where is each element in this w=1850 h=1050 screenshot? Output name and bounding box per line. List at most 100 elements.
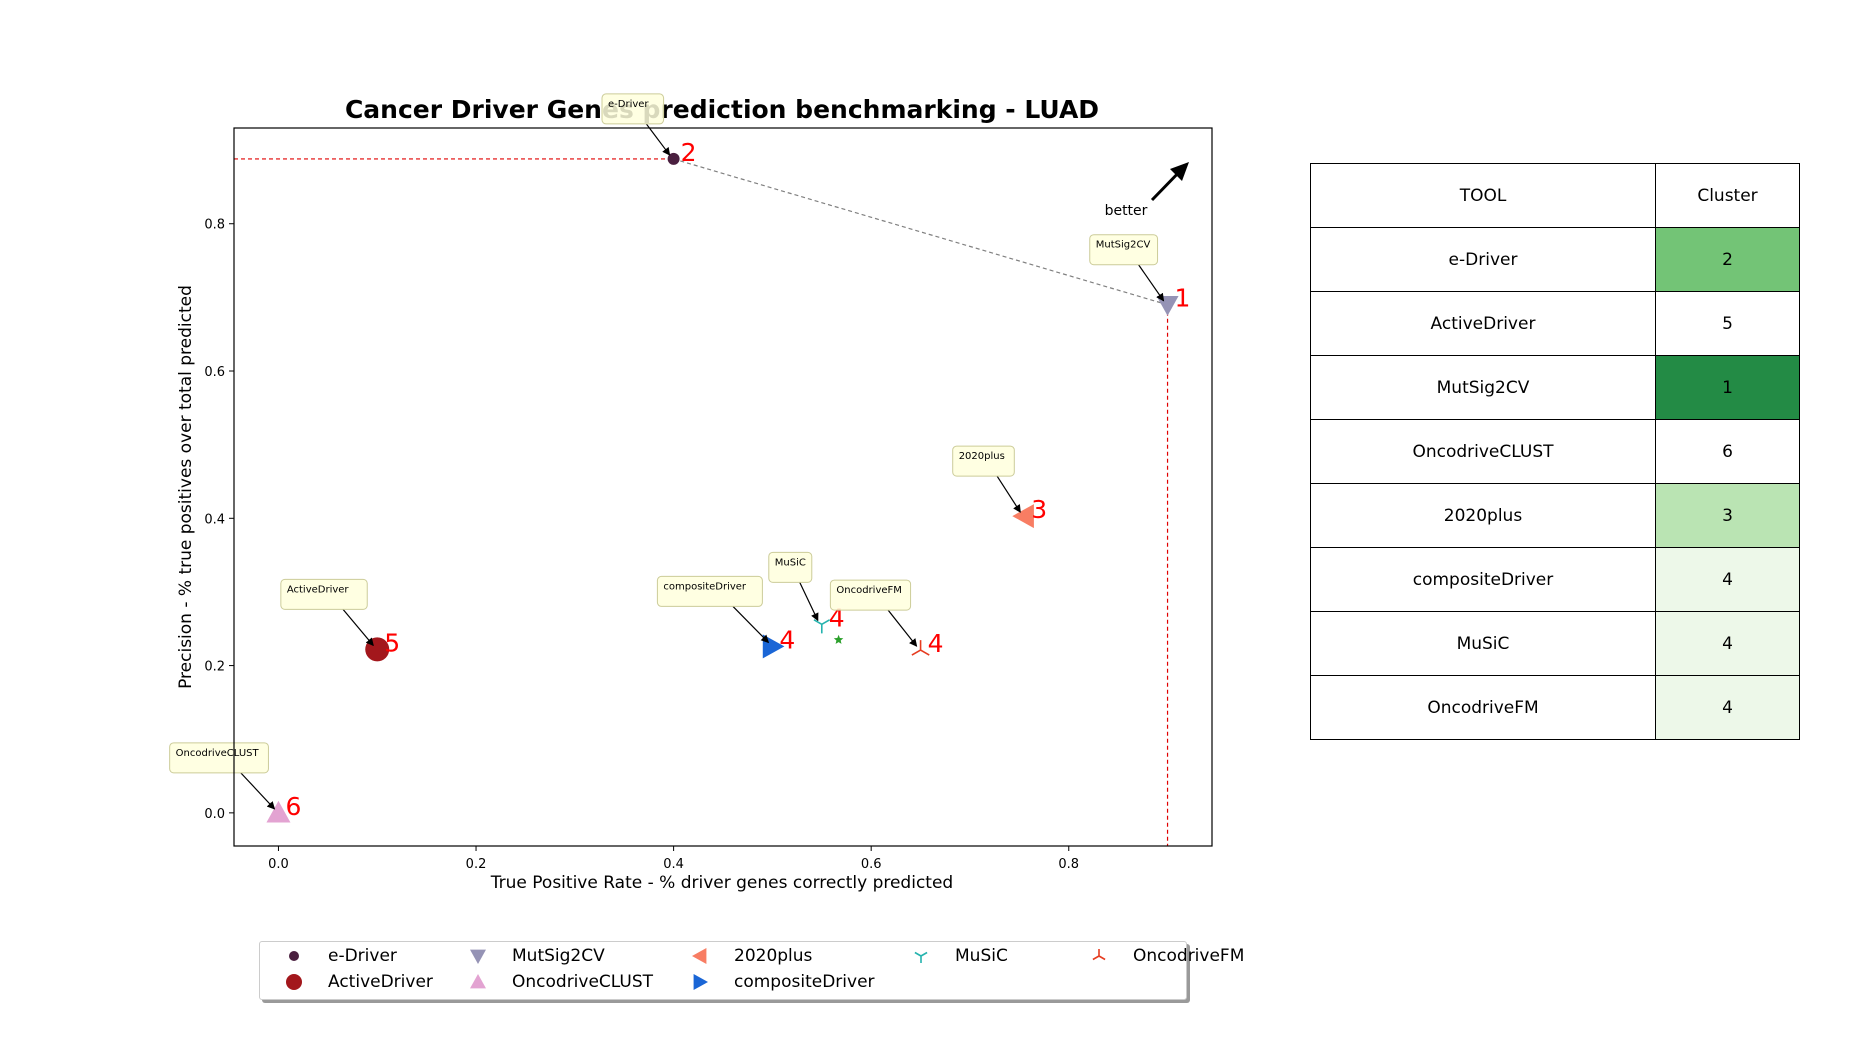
x-tick-label: 0.6	[861, 857, 882, 872]
callout-label-compositedriver: compositeDriver	[663, 581, 747, 592]
cluster-number-e-driver: 2	[681, 138, 697, 167]
table-cell-cluster: 4	[1655, 547, 1800, 612]
callout-arrow-mutsig2cv	[1138, 264, 1165, 302]
legend-label: ActiveDriver	[328, 972, 433, 992]
cluster-number-2020plus: 3	[1031, 495, 1047, 524]
callout-arrow-oncodrivefm	[887, 609, 918, 647]
callout-label-e-driver: e-Driver	[608, 99, 649, 110]
legend-marker-icon	[286, 974, 302, 990]
chart-title: Cancer Driver Genes prediction benchmark…	[345, 95, 1099, 124]
y-tick-label: 0.6	[204, 365, 225, 380]
table-cell-cluster: 2	[1655, 227, 1800, 292]
table-cell-tool: MutSig2CV	[1310, 355, 1656, 420]
table-row: 2020plus 3	[1310, 483, 1800, 548]
table-cell-cluster: 1	[1655, 355, 1800, 420]
cluster-number-mutsig2cv: 1	[1175, 284, 1191, 313]
table-row: MuSiC 4	[1310, 611, 1800, 676]
point-music	[813, 619, 831, 634]
legend-label: OncodriveCLUST	[512, 972, 654, 992]
table-row: compositeDriver 4	[1310, 547, 1800, 612]
legend-marker-icon	[289, 951, 299, 961]
table-cell-tool: ActiveDriver	[1310, 291, 1656, 356]
callout-box-2020plus	[952, 445, 1015, 477]
plot-area-frame	[233, 127, 1213, 847]
table-cell-cluster: 6	[1655, 419, 1800, 484]
legend-marker-icon	[470, 974, 486, 989]
legend-label: 2020plus	[734, 946, 813, 966]
x-tick-label: 0.2	[466, 857, 487, 872]
legend-marker	[286, 974, 302, 990]
callout-label-oncodrivefm: OncodriveFM	[836, 585, 902, 596]
point-e-driver	[667, 152, 680, 165]
callout-box-oncodrivefm	[829, 579, 912, 611]
legend-label: e-Driver	[328, 946, 397, 966]
legend-marker	[470, 974, 486, 989]
callout-box-mutsig2cv	[1089, 234, 1159, 266]
callout-box-oncodriveclust	[169, 742, 269, 774]
legend-marker	[692, 948, 707, 964]
cluster-number-oncodrivefm: 4	[928, 629, 944, 658]
callout-label-music: MuSiC	[775, 557, 806, 568]
callout-box-activedriver	[280, 578, 368, 610]
legend-marker	[693, 974, 708, 990]
table-cell-cluster: 3	[1655, 483, 1800, 548]
table-row: OncodriveFM 4	[1310, 675, 1800, 740]
callout-box-compositedriver	[656, 575, 763, 607]
y-tick-label: 0.2	[204, 660, 225, 675]
table-cell-tool: MuSiC	[1310, 611, 1656, 676]
legend-label: MutSig2CV	[512, 946, 605, 966]
better-arrow-head	[1170, 162, 1189, 181]
table-cell-cluster: 4	[1655, 611, 1800, 676]
legend-marker	[470, 949, 486, 964]
legend-label: compositeDriver	[734, 972, 875, 992]
table-cell-tool: compositeDriver	[1310, 547, 1656, 612]
table-row: MutSig2CV 1	[1310, 355, 1800, 420]
callout-arrow-oncodriveclust	[240, 772, 276, 810]
table-row: e-Driver 2	[1310, 227, 1800, 292]
table-header-cluster: Cluster	[1655, 163, 1800, 228]
callout-arrow-music	[799, 582, 819, 622]
legend-marker-icon	[693, 974, 708, 990]
extra-point-star	[833, 634, 844, 644]
callout-arrow-activedriver	[342, 608, 374, 647]
legend-marker-icon	[470, 949, 486, 964]
pareto-frontier-line	[673, 158, 1168, 306]
cluster-number-oncodriveclust: 6	[285, 792, 301, 821]
table-row: ActiveDriver 5	[1310, 291, 1800, 356]
callout-arrow-compositedriver	[732, 606, 770, 644]
point-2020plus	[1012, 504, 1034, 529]
legend-marker	[1092, 949, 1106, 961]
table-cell-cluster: 4	[1655, 675, 1800, 740]
callout-box-music	[768, 551, 813, 583]
y-axis-label: Precision - % true positives over total …	[176, 285, 196, 689]
callout-arrow-e-driver	[645, 123, 671, 156]
legend-marker-icon	[914, 951, 928, 963]
callout-label-oncodriveclust: OncodriveCLUST	[176, 748, 260, 759]
cluster-table: TOOL Cluster e-Driver 2 ActiveDriver 5 MutSi…	[1310, 163, 1800, 740]
callout-arrow-2020plus	[996, 475, 1021, 513]
callout-label-2020plus: 2020plus	[959, 451, 1005, 462]
table-cell-tool: e-Driver	[1310, 227, 1656, 292]
point-oncodrivefm	[911, 640, 930, 656]
x-axis-label: True Positive Rate - % driver genes corr…	[490, 873, 953, 893]
legend-marker	[289, 951, 299, 961]
legend-marker	[914, 951, 928, 963]
legend-label: OncodriveFM	[1133, 946, 1245, 966]
y-tick-label: 0.4	[204, 512, 225, 527]
cluster-number-activedriver: 5	[384, 628, 400, 657]
cluster-number-compositedriver: 4	[779, 625, 795, 654]
table-cell-cluster: 5	[1655, 291, 1800, 356]
y-tick-label: 0.8	[204, 218, 225, 233]
legend-label: MuSiC	[955, 946, 1008, 966]
table-cell-tool: OncodriveCLUST	[1310, 419, 1656, 484]
callout-box-e-driver	[601, 93, 665, 125]
chart-legend: e-Driver ActiveDriver MutSig2CV OncodriveCL…	[259, 941, 1244, 1000]
legend-marker-icon	[1092, 949, 1106, 961]
table-header-row: TOOL Cluster	[1310, 163, 1800, 228]
table-header-tool: TOOL	[1310, 163, 1656, 228]
callout-label-mutsig2cv: MutSig2CV	[1096, 240, 1151, 251]
point-oncodriveclust	[266, 800, 291, 823]
table-cell-tool: OncodriveFM	[1310, 675, 1656, 740]
x-tick-label: 0.8	[1058, 857, 1079, 872]
